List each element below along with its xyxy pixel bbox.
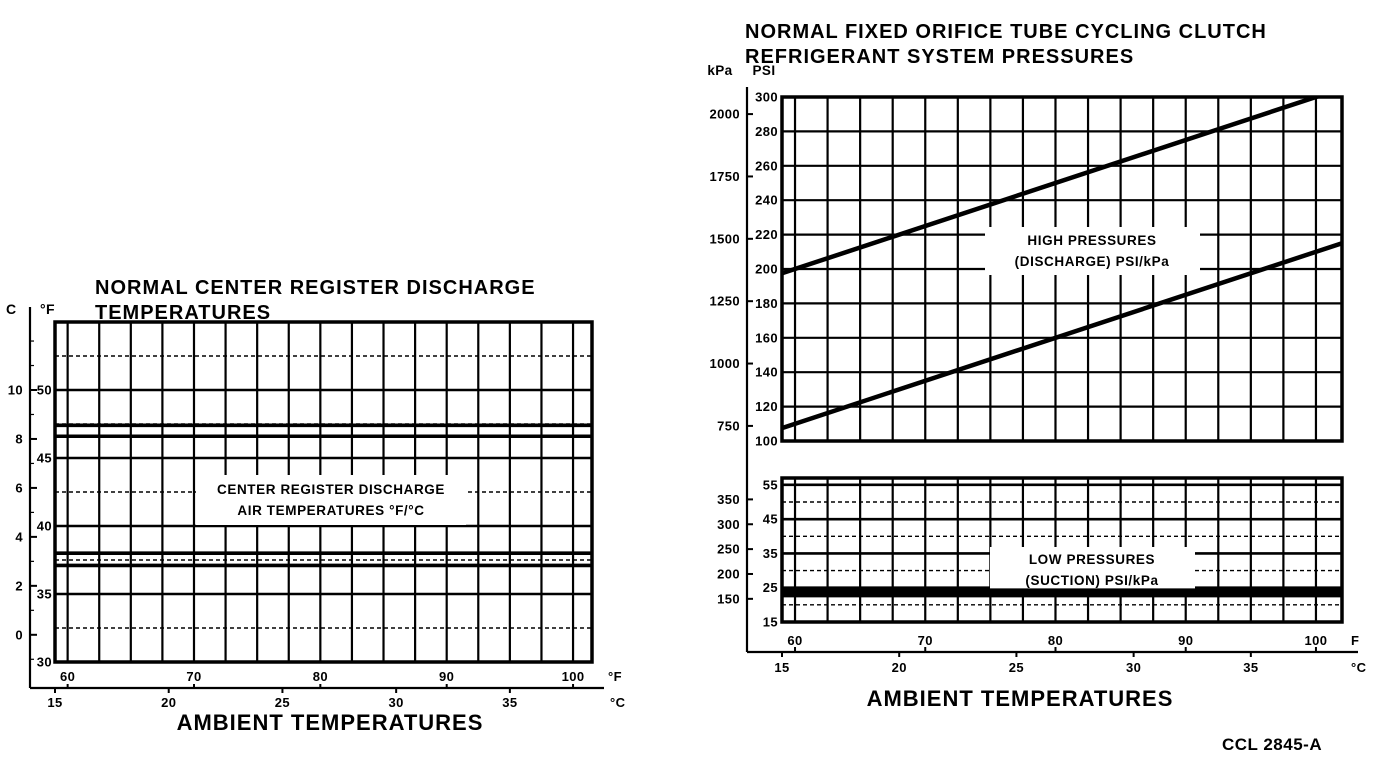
x-tick-fahrenheit: 100 <box>562 669 585 684</box>
y-tick-kpa: 750 <box>717 418 740 433</box>
x-tick-celsius: 15 <box>47 695 62 710</box>
y-tick-kpa: 250 <box>717 542 740 557</box>
discharge-temperature-chart-svg: C °F CENTER REGISTER DISCHARGE AIR TEMPERAT… <box>6 301 626 710</box>
y-tick-fahrenheit: 35 <box>37 587 52 602</box>
annotation-box <box>990 547 1195 591</box>
y-tick-psi: 25 <box>763 580 778 595</box>
low-pressure-plot-border <box>780 476 1344 624</box>
x-tick-celsius: 25 <box>1009 660 1024 675</box>
y-axis-unit-kpa: kPa <box>707 63 732 78</box>
discharge-temperature-chart: C °F CENTER REGISTER DISCHARGE AIR TEMPERAT… <box>0 295 665 720</box>
y-tick-celsius: 8 <box>15 431 23 446</box>
y-tick-kpa: 200 <box>717 566 740 581</box>
y-axis-unit-celsius: C <box>6 301 17 317</box>
plot-border <box>53 320 594 664</box>
left-figure-title-line1: NORMAL CENTER REGISTER DISCHARGE <box>95 276 536 299</box>
x-tick-fahrenheit: 90 <box>439 669 454 684</box>
y-tick-kpa: 1500 <box>709 231 740 246</box>
y-tick-celsius: 10 <box>8 383 23 398</box>
y-tick-kpa: 1000 <box>709 356 740 371</box>
x-tick-celsius: 20 <box>892 660 907 675</box>
x-axis-unit-celsius: °C <box>610 695 626 710</box>
x-tick-celsius: 15 <box>774 660 789 675</box>
annotation-box <box>985 227 1200 275</box>
y-tick-psi: 35 <box>763 546 778 561</box>
y-tick-kpa: 300 <box>717 517 740 532</box>
y-tick-celsius: 0 <box>15 627 23 642</box>
x-axis-unit-celsius: °C <box>1351 660 1367 675</box>
y-tick-psi: 260 <box>755 158 778 173</box>
left-figure-title: NORMAL CENTER REGISTER DISCHARGE TEMPERAT… <box>95 276 595 326</box>
refrigerant-pressure-charts: kPa PSI 2000 1750 1500 1250 1000 750 350 300 250 20… <box>690 55 1376 687</box>
y-tick-psi: 100 <box>755 434 778 449</box>
x-tick-fahrenheit: 70 <box>918 633 933 648</box>
annotation-box <box>196 475 466 525</box>
y-tick-psi: 160 <box>755 330 778 345</box>
x-tick-fahrenheit: 60 <box>787 633 802 648</box>
y-tick-kpa: 1750 <box>709 169 740 184</box>
y-tick-celsius: 2 <box>15 578 23 593</box>
y-tick-psi: 55 <box>763 477 778 492</box>
y-tick-psi: 180 <box>755 296 778 311</box>
right-x-axis-title: AMBIENT TEMPERATURES <box>866 686 1174 711</box>
x-axis-unit-fahrenheit: °F <box>608 669 622 684</box>
x-tick-fahrenheit: 70 <box>186 669 201 684</box>
y-tick-psi: 120 <box>755 399 778 414</box>
x-tick-fahrenheit: 60 <box>60 669 75 684</box>
y-tick-psi: 15 <box>763 615 778 630</box>
y-tick-kpa: 150 <box>717 591 740 606</box>
y-tick-psi: 200 <box>755 262 778 277</box>
y-tick-psi: 240 <box>755 193 778 208</box>
right-figure-title-line1: NORMAL FIXED ORIFICE TUBE CYCLING CLUTCH <box>745 20 1267 43</box>
x-axis-unit-fahrenheit: F <box>1351 633 1359 648</box>
chart-annotation-line1: HIGH PRESSURES <box>1027 233 1156 248</box>
chart-annotation-line1: CENTER REGISTER DISCHARGE <box>217 482 445 497</box>
left-figure-title-line2: TEMPERATURES <box>95 301 272 324</box>
chart-annotation-line1: LOW PRESSURES <box>1029 552 1155 567</box>
y-tick-fahrenheit: 50 <box>37 383 52 398</box>
x-tick-celsius: 35 <box>1243 660 1258 675</box>
figure-code: CCL 2845-A <box>1222 735 1323 754</box>
y-axis-unit-fahrenheit: °F <box>40 301 55 317</box>
chart-annotation-line2: (DISCHARGE) PSI/kPa <box>1015 254 1170 269</box>
right-figure-title: NORMAL FIXED ORIFICE TUBE CYCLING CLUTCH… <box>745 20 1335 70</box>
x-tick-celsius: 20 <box>161 695 176 710</box>
x-tick-celsius: 30 <box>389 695 404 710</box>
left-x-axis-title: AMBIENT TEMPERATURES <box>176 710 484 735</box>
y-axis-unit-psi: PSI <box>753 63 776 78</box>
y-tick-fahrenheit: 30 <box>37 655 52 670</box>
x-tick-celsius: 30 <box>1126 660 1141 675</box>
x-tick-celsius: 25 <box>275 695 290 710</box>
y-tick-fahrenheit: 45 <box>37 451 52 466</box>
y-tick-psi: 45 <box>763 512 778 527</box>
refrigerant-pressure-charts-svg: kPa PSI 2000 1750 1500 1250 1000 750 350 300 250 20… <box>707 63 1367 675</box>
x-tick-fahrenheit: 90 <box>1178 633 1193 648</box>
right-figure-title-line2: REFRIGERANT SYSTEM PRESSURES <box>745 45 1135 68</box>
y-tick-psi: 280 <box>755 124 778 139</box>
y-tick-psi: 220 <box>755 227 778 242</box>
x-tick-fahrenheit: 80 <box>1048 633 1063 648</box>
x-tick-celsius: 35 <box>502 695 517 710</box>
y-tick-fahrenheit: 40 <box>37 519 52 534</box>
y-tick-kpa: 2000 <box>709 107 740 122</box>
x-tick-fahrenheit: 80 <box>313 669 328 684</box>
chart-annotation-line2: (SUCTION) PSI/kPa <box>1025 573 1158 588</box>
high-pressure-upper-limit <box>782 97 1324 276</box>
y-tick-psi: 300 <box>755 90 778 105</box>
y-tick-celsius: 6 <box>15 480 23 495</box>
high-pressure-lower-limit <box>782 241 1342 431</box>
y-tick-psi: 140 <box>755 365 778 380</box>
high-pressure-plot-border <box>780 95 1344 443</box>
chart-annotation-line2: AIR TEMPERATURES °F/°C <box>237 503 424 518</box>
y-tick-celsius: 4 <box>15 529 23 544</box>
x-tick-fahrenheit: 100 <box>1305 633 1328 648</box>
y-tick-kpa: 1250 <box>709 294 740 309</box>
y-tick-kpa: 350 <box>717 492 740 507</box>
